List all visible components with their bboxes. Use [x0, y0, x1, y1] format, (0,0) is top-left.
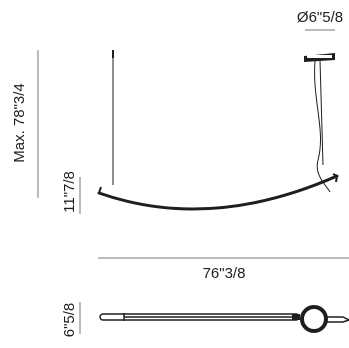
plan-canopy-ring	[300, 305, 328, 333]
canopy-diameter-label: Ø6"5/8	[297, 9, 343, 26]
lamp-left-end-cap	[97, 186, 105, 196]
lamp-right-end-cap	[332, 173, 339, 183]
power-cable	[314, 60, 331, 193]
lamp-top-view	[99, 305, 349, 333]
plan-joint	[292, 314, 300, 320]
right-suspension-cable	[319, 59, 324, 166]
overall-width-label: 76"3/8	[203, 265, 246, 282]
max-height-label: Max. 78"3/4	[11, 83, 28, 163]
plan-lamp-tip	[326, 316, 349, 323]
lamp-height-label: 11"7/8	[61, 171, 78, 213]
canopy-highlight	[307, 55, 332, 58]
curved-lamp-body	[97, 174, 339, 211]
plan-depth-label: 6"5/8	[61, 303, 78, 338]
lamp-front-view	[97, 50, 339, 211]
